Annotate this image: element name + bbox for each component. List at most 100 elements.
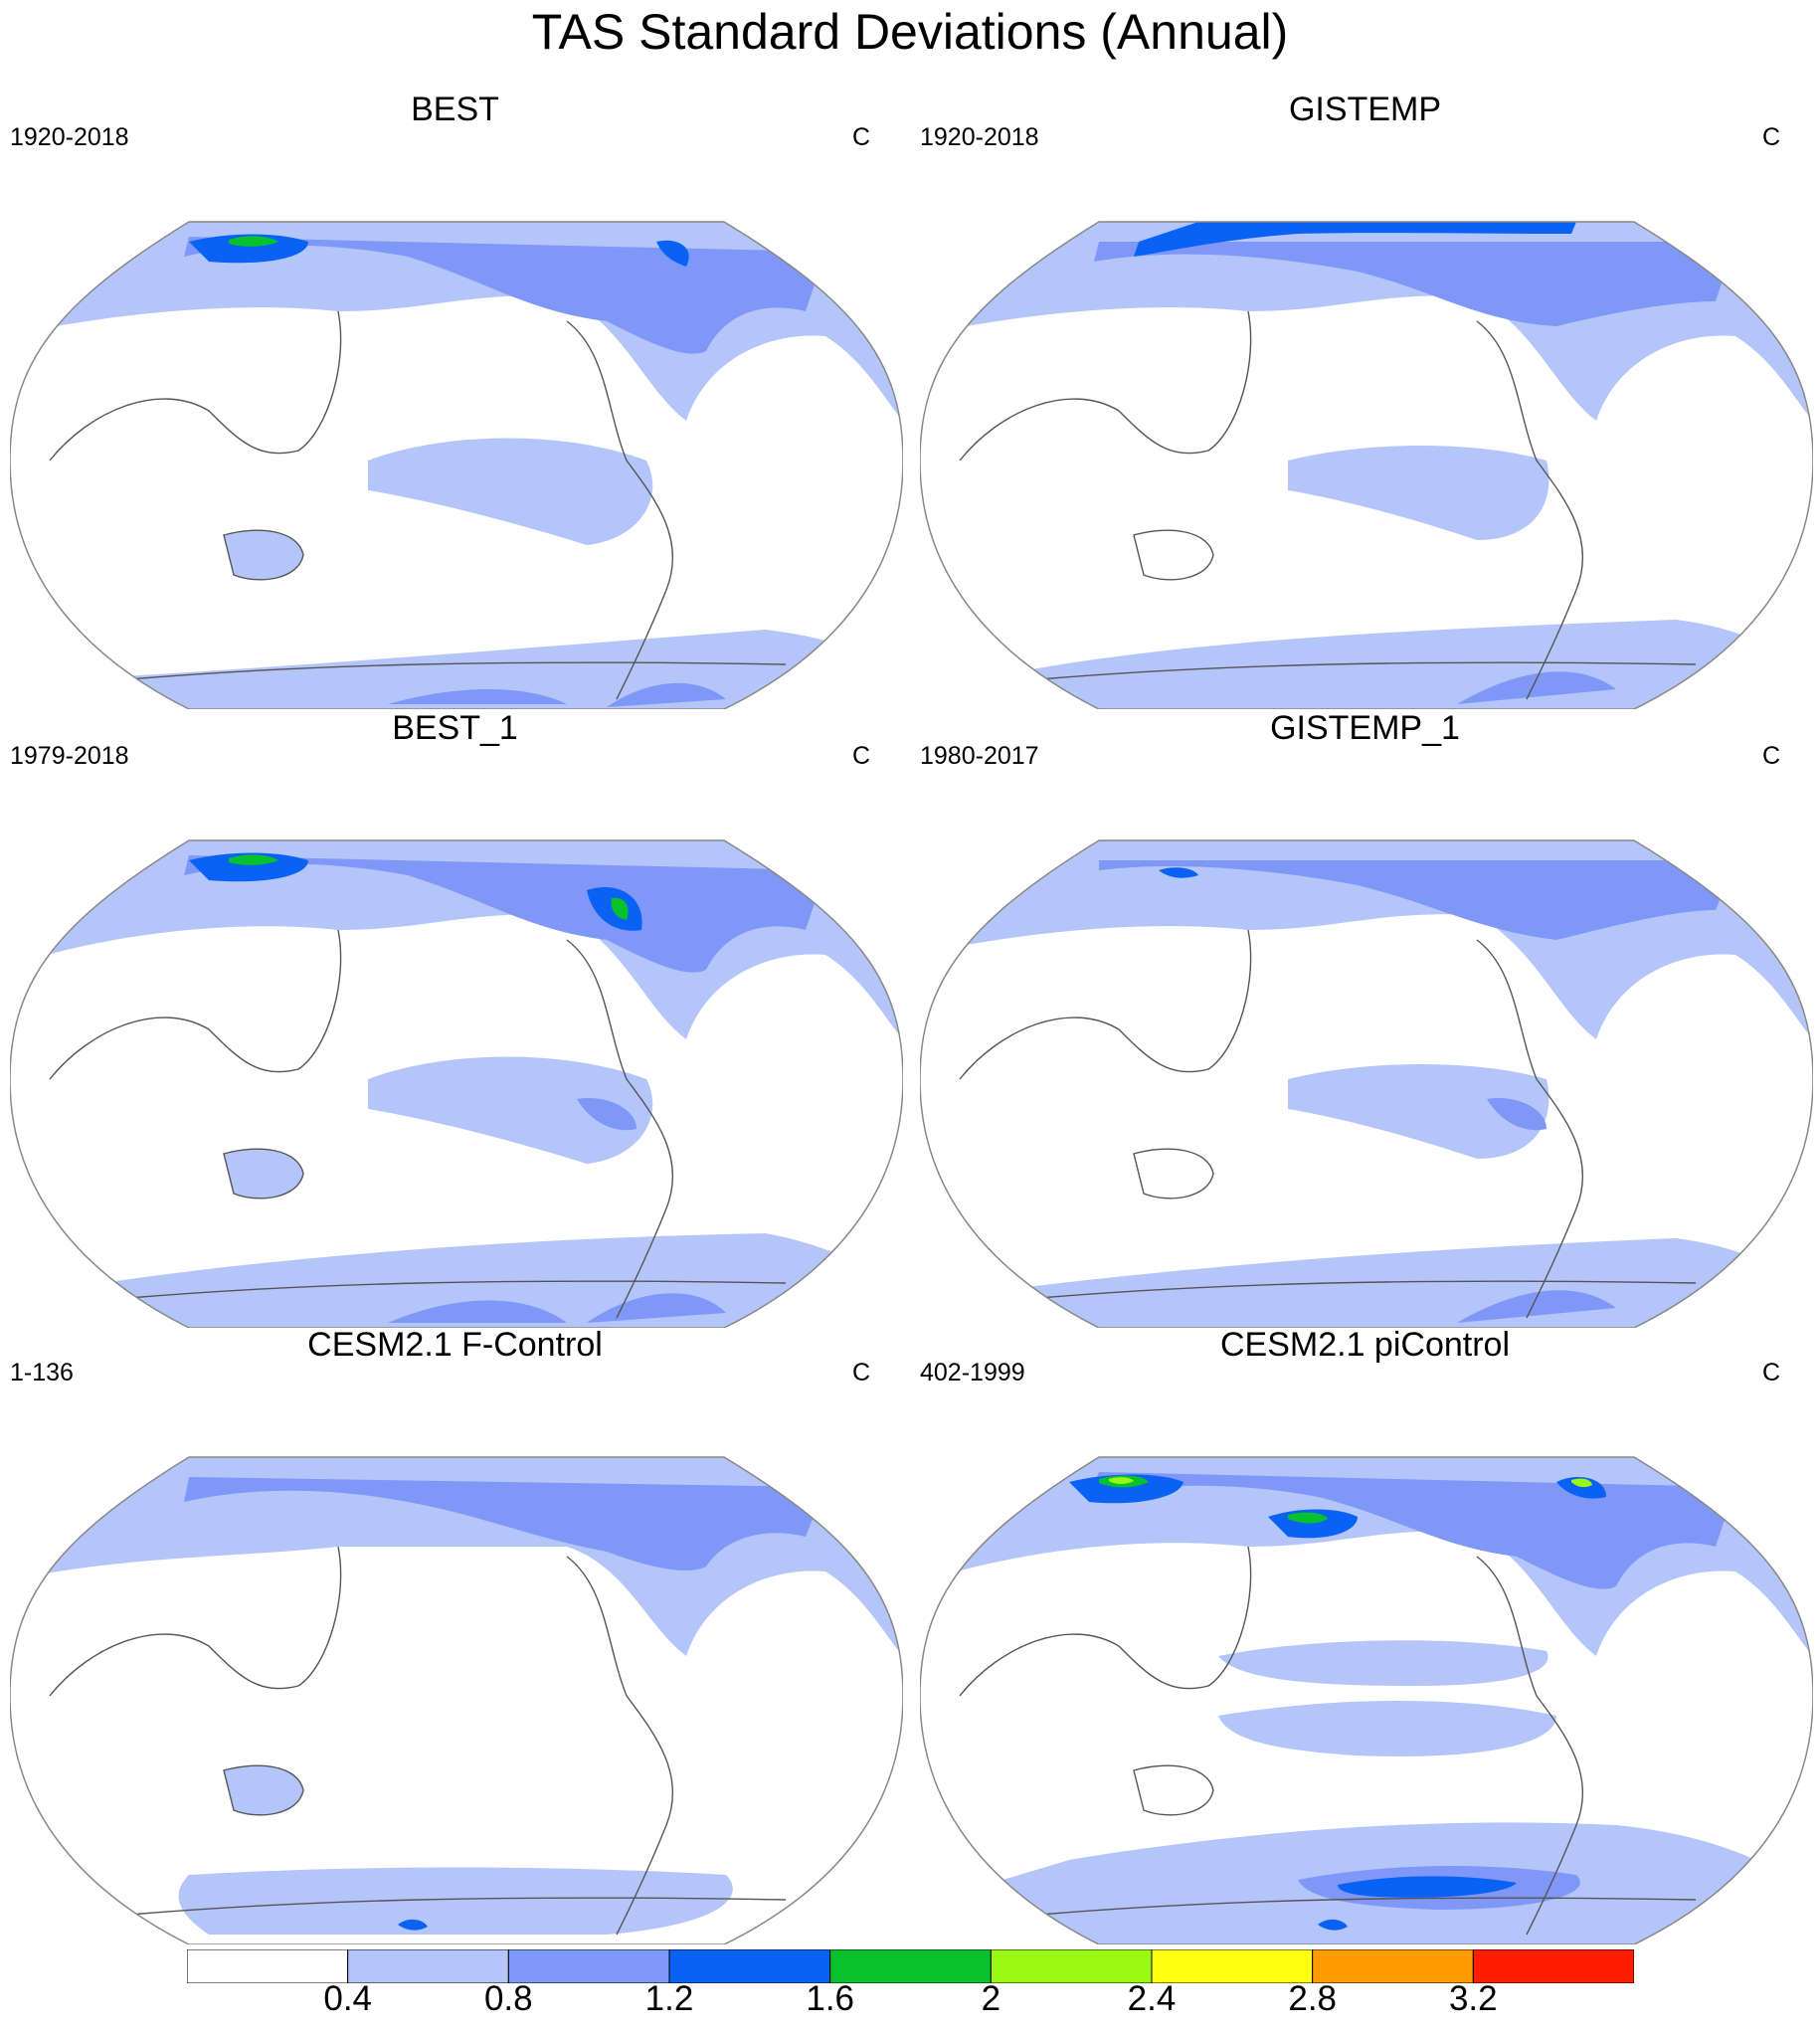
colorbar [187,1949,1634,1983]
colorbar-labels: 0.4 0.8 1.2 1.6 2 2.4 2.8 3.2 [0,1979,1820,2029]
panel-units: C [851,742,870,770]
contour-band-level1-australia [224,530,303,580]
coastlines [959,929,1697,1319]
contour-band-level2-antarctic [1457,671,1616,704]
colorbar-bin [1151,1949,1314,1983]
contour-band-level2-antarctic [388,1300,567,1323]
colorbar-bin [1312,1949,1474,1983]
contour-band-level1-australia [224,1149,303,1199]
contour-band-level4 [229,236,278,247]
contour-band-level1-pacific [368,438,653,545]
coastlines [49,1546,787,1936]
colorbar-bin [347,1949,509,1983]
contour-band-level2 [184,237,825,354]
map-panel-gistemp: GISTEMP 1920-2018 C [910,88,1820,709]
map-svg [10,221,903,709]
colorbar-bin [187,1949,349,1983]
coastlines [959,1546,1697,1936]
contour-band-level2-antarctic [1457,1290,1616,1323]
map-border [10,1456,903,1944]
map-panel-best-1: BEST_1 1979-2018 C [0,706,910,1328]
colorbar-bin [507,1949,670,1983]
colorbar-bin [829,1949,992,1983]
contour-band-level3-ne [1556,1477,1606,1499]
map-svg [920,1456,1813,1944]
contour-band-level5-ne [1571,1478,1592,1488]
figure-title: TAS Standard Deviations (Annual) [531,4,1289,60]
panel-title: BEST_1 [392,709,518,747]
contour-band-level1-pacific [1288,1064,1549,1159]
map-panel-cesm-f-control: CESM2.1 F-Control 1-136 C [0,1323,910,1944]
contour-band-level4-ne [611,897,629,920]
contour-band-level2 [1099,860,1735,940]
colorbar-tick-label: 2 [981,1979,1001,2018]
colorbar-tick-label: 3.2 [1448,1979,1498,2018]
panel-units: C [1761,123,1780,151]
contour-band-level3 [1134,222,1576,257]
coastlines [959,310,1697,700]
contour-band-level2 [1089,1472,1735,1589]
map-panel-best: BEST 1920-2018 C [0,88,910,709]
map-svg [920,221,1813,709]
contour-band-level2-pacific [1487,1098,1547,1131]
panel-title: BEST [411,91,499,128]
panel-title: CESM2.1 piControl [1219,1326,1510,1364]
colorbar-tick-label: 0.4 [323,1979,373,2018]
contour-band-level1-australia [224,1765,303,1815]
contour-band-level3 [189,234,308,264]
map-border [10,221,903,709]
panel-period: 1-136 [10,1359,74,1386]
panel-units: C [851,1359,870,1386]
colorbar-tick-label: 1.2 [644,1979,694,2018]
colorbar-bin [1472,1949,1634,1983]
panel-title: GISTEMP_1 [1270,709,1460,747]
contour-band-level2 [184,1477,825,1571]
coastlines [49,929,787,1319]
panel-units: C [1761,1359,1780,1386]
panel-period: 1920-2018 [10,123,129,151]
panel-title: CESM2.1 F-Control [307,1326,603,1364]
map-border [920,1456,1813,1944]
contour-band-level3 [398,1919,428,1931]
contour-band-level2-antarctic [388,689,567,704]
map-border [920,839,1813,1328]
contour-band-level2-antarctic-b [607,682,726,707]
panel-period: 1979-2018 [10,742,129,770]
contour-band-level3 [1159,867,1198,878]
map-svg [10,1456,903,1944]
map-svg [10,839,903,1328]
contour-band-level1-pacific [368,1056,653,1164]
contour-band-level3 [189,852,308,882]
panel-period: 1920-2018 [920,123,1039,151]
contour-band-level3-south [1338,1876,1517,1898]
colorbar-bin [668,1949,831,1983]
contour-band-level3-nw [1069,1474,1183,1504]
contour-band-level1-pacific-b [1218,1701,1556,1756]
map-panel-cesm-picontrol: CESM2.1 piControl 402-1999 C [910,1323,1820,1944]
colorbar-tick-label: 2.4 [1127,1979,1177,2018]
contour-band-level3-ne [656,240,689,267]
panel-period: 402-1999 [920,1359,1025,1386]
map-svg [920,839,1813,1328]
colorbar-tick-label: 0.8 [483,1979,533,2018]
contour-band-level2-pacific [577,1098,637,1131]
contour-band-level4 [229,854,278,865]
panel-period: 1980-2017 [920,742,1039,770]
coastlines [49,310,787,700]
contour-band-level2-antarctic-b [587,1293,726,1323]
contour-band-level1-pacific [1288,446,1549,540]
contour-band-level2 [184,855,825,973]
panel-title: GISTEMP [1288,91,1442,128]
contour-band-level1-pacific-a [1218,1640,1548,1686]
contour-band-level1-south [178,1867,733,1935]
contour-band-level3-antarctic [1318,1919,1348,1931]
colorbar-tick-label: 2.8 [1288,1979,1338,2018]
contour-band-level5-nw [1109,1477,1134,1484]
panel-units: C [851,123,870,151]
map-border [920,221,1813,709]
panel-units: C [1761,742,1780,770]
map-panel-gistemp-1: GISTEMP_1 1980-2017 C [910,706,1820,1328]
colorbar-bin [990,1949,1153,1983]
map-border [10,839,903,1328]
contour-band-level4-mid [1288,1512,1328,1524]
